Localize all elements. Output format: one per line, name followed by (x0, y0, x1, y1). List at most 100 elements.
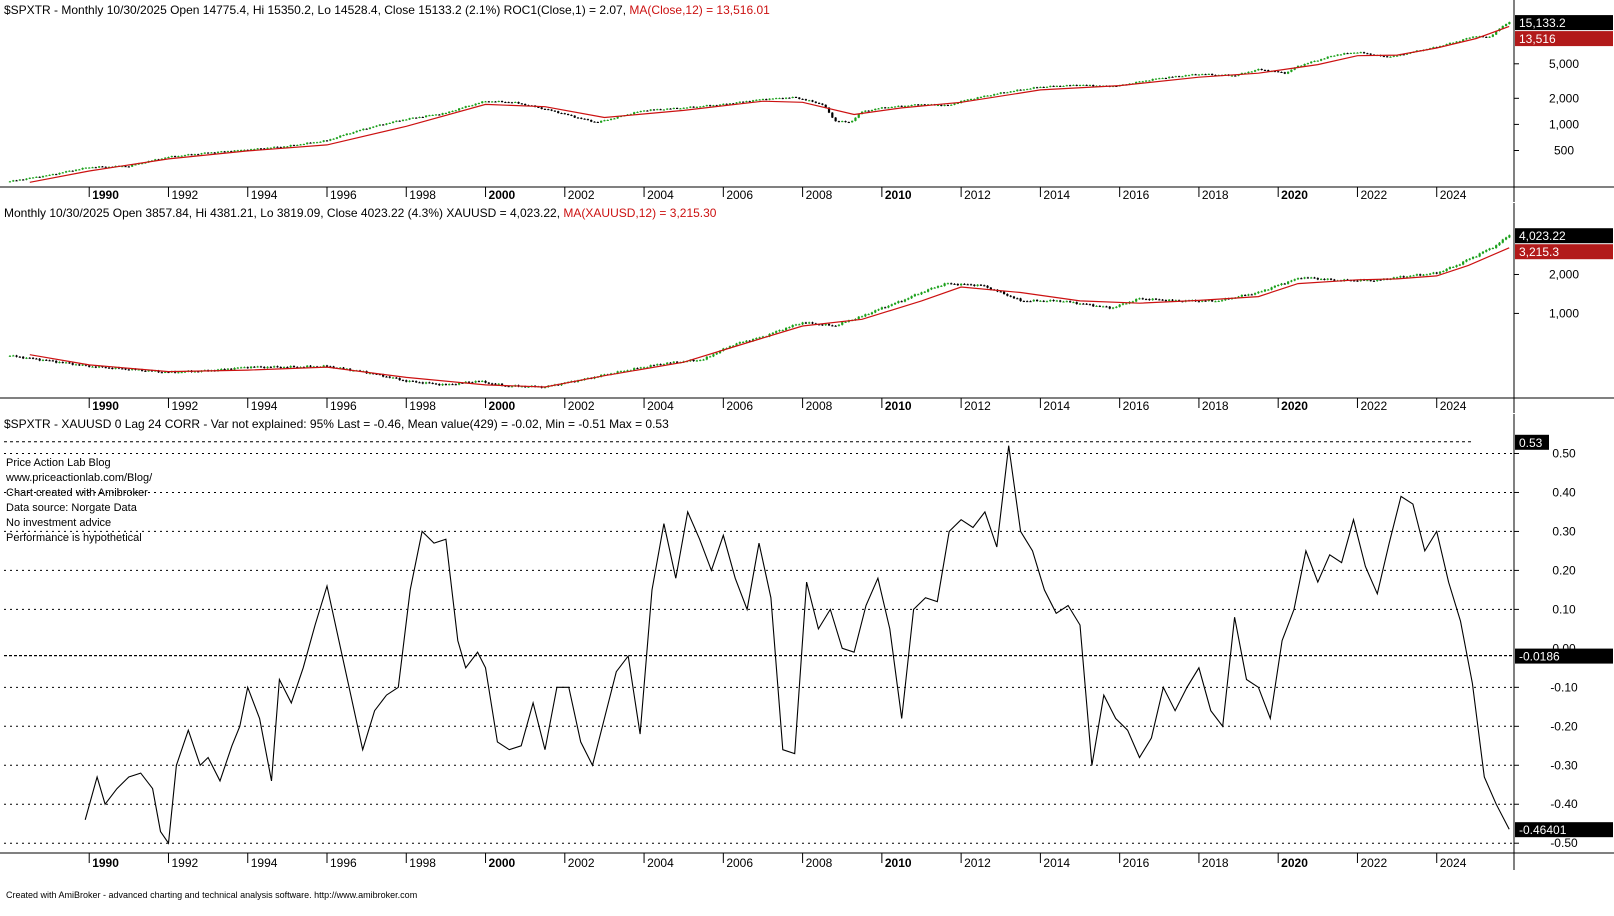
candle-body (1280, 71, 1283, 73)
candle-body (930, 287, 933, 290)
candle-body (1306, 277, 1310, 279)
candle-body (576, 117, 580, 119)
candle-body (864, 314, 867, 317)
candle-body (269, 147, 272, 149)
candle-body (1141, 298, 1144, 300)
candle-body (1062, 301, 1065, 303)
candle-body (956, 103, 959, 105)
candle-body (834, 117, 837, 122)
candle-body (1303, 277, 1306, 279)
candle-body (1429, 273, 1432, 275)
candle-body (649, 365, 652, 368)
candle-body (877, 309, 880, 311)
candle-body (111, 368, 114, 370)
ma-badge (1515, 244, 1613, 260)
candle-body (821, 103, 824, 105)
price-badge (1515, 15, 1613, 31)
candle-body (309, 365, 312, 367)
candle-body (1135, 299, 1138, 302)
candle-body (1313, 277, 1316, 279)
candle-body (1283, 72, 1286, 74)
candle-body (78, 169, 81, 171)
candle-body (81, 167, 84, 170)
candle-body (61, 172, 64, 174)
candle-body (183, 371, 187, 373)
candle-body (1458, 264, 1461, 266)
candle-body (1075, 302, 1078, 304)
candle-body (718, 104, 722, 106)
candle-body (1019, 89, 1022, 91)
candle-body (18, 179, 21, 181)
candle-body (1273, 285, 1276, 288)
annotation-line: Chart created with Amibroker (6, 487, 148, 499)
candle-body (1069, 301, 1072, 303)
candle-body (1111, 307, 1115, 309)
candle-body (193, 154, 196, 156)
candle-body (1389, 56, 1392, 58)
candle-body (768, 333, 771, 337)
candle-body (1197, 74, 1201, 76)
candle-body (917, 104, 920, 106)
price-badge (1515, 228, 1613, 244)
candle-body (1296, 278, 1300, 280)
candle-body (385, 123, 388, 125)
candle-body (675, 107, 679, 109)
candle-body (969, 284, 973, 286)
candle-body (494, 383, 497, 385)
candle-body (1026, 301, 1029, 303)
candle-body (1316, 278, 1319, 280)
candle-body (15, 355, 18, 357)
candle-body (464, 381, 467, 383)
candle-body (424, 382, 428, 384)
candle-body (124, 166, 127, 168)
candle-body (302, 144, 305, 146)
candle-body (1432, 272, 1435, 274)
candle-body (309, 142, 312, 144)
candle-body (1316, 60, 1319, 62)
candle-body (834, 325, 837, 327)
candle-body (51, 360, 54, 362)
candle-body (292, 366, 296, 368)
candle-body (1329, 56, 1333, 58)
last-badge-label: -0.46401 (1519, 823, 1567, 837)
candle-body (444, 384, 448, 386)
candle-body (190, 154, 193, 156)
candle-body (745, 340, 748, 342)
candle-body (979, 96, 983, 98)
candle-body (154, 159, 157, 161)
candle-body (68, 170, 71, 172)
candle-body (656, 364, 659, 366)
candle-body (127, 369, 130, 371)
candle-body (560, 113, 563, 115)
candle-body (458, 108, 461, 111)
y-tick-label: -0.10 (1550, 680, 1578, 694)
candle-body (1244, 72, 1247, 74)
year-label: 1998 (409, 856, 436, 870)
year-label: 2010 (885, 856, 912, 870)
candle-body (140, 369, 144, 371)
candle-body (682, 107, 685, 109)
candle-body (1488, 36, 1491, 38)
candle-body (781, 98, 784, 100)
candle-body (266, 147, 269, 149)
candle-body (1290, 280, 1293, 282)
candle-body (1280, 283, 1283, 286)
candle-body (1181, 76, 1184, 78)
candle-body (1187, 75, 1191, 77)
candle-body (1039, 86, 1042, 88)
candle-body (1184, 75, 1187, 77)
pane-title-ma: MA(Close,12) = 13,516.01 (629, 3, 770, 17)
y-tick-label: 0.30 (1552, 524, 1576, 538)
candle-body (1392, 277, 1395, 279)
candle-body (933, 287, 936, 289)
candle-body (699, 360, 702, 362)
candle-body (1012, 296, 1016, 299)
candle-body (1016, 298, 1019, 300)
candle-body (104, 166, 107, 168)
y-tick-label: 0.10 (1552, 602, 1576, 616)
candle-body (1402, 276, 1405, 278)
candle-body (811, 322, 814, 324)
candle-body (1485, 250, 1488, 252)
candle-body (672, 107, 675, 109)
candle-body (438, 114, 441, 116)
